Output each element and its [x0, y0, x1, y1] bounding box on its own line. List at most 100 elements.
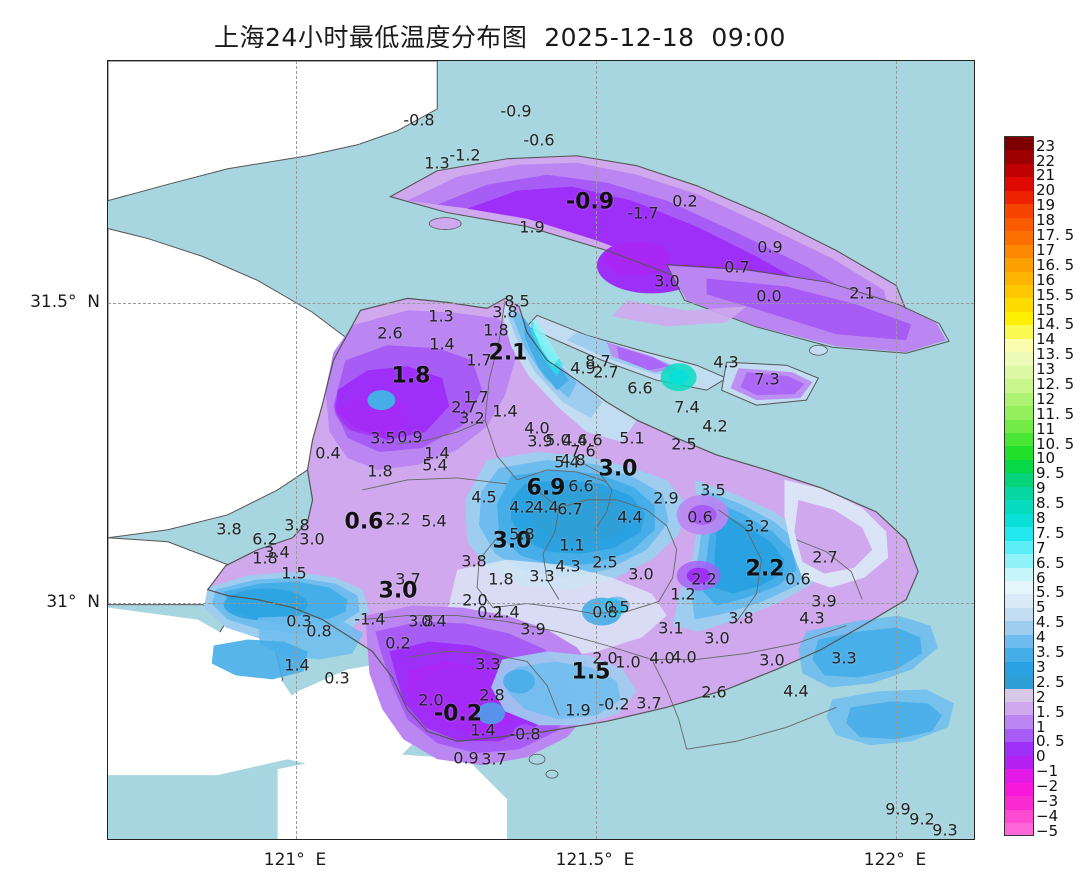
colorbar-tick: −1	[1036, 762, 1059, 781]
station-value: 0.2	[477, 602, 503, 622]
colorbar-swatch	[1005, 177, 1033, 191]
station-value: 1.8	[488, 569, 514, 589]
colorbar-swatch	[1005, 432, 1033, 447]
station-value: 2.0	[418, 690, 444, 710]
colorbar-swatch	[1005, 728, 1033, 743]
station-value: 2.7	[451, 397, 477, 417]
station-value: 1.1	[559, 535, 585, 555]
colorbar-tick: 4	[1036, 628, 1046, 647]
gridline-lon-121	[296, 61, 297, 839]
station-value: 8.5	[504, 291, 530, 311]
station-value: -0.2	[598, 694, 630, 714]
station-value: 0.7	[724, 257, 750, 277]
colorbar-swatch	[1005, 554, 1033, 568]
colorbar-tick: 16	[1036, 270, 1056, 289]
colorbar-swatch	[1005, 284, 1033, 299]
station-value: -0.6	[523, 130, 555, 150]
station-value: 3.8	[284, 515, 310, 535]
colorbar-tick: 0	[1036, 747, 1046, 766]
station-value: 3.3	[475, 654, 501, 674]
station-value: 3.9	[527, 431, 553, 451]
gridline-lat-31-5	[108, 303, 974, 304]
colorbar-tick: 11	[1036, 419, 1056, 438]
colorbar-tick: 6. 5	[1036, 553, 1065, 572]
station-value: 3.9	[811, 591, 837, 611]
colorbar-tick-labels: 23 22 21 20 19 18 17. 5 17 16. 5 16 15. 5 15 14. 5 14…	[1036, 136, 1080, 838]
station-value: 3.8	[408, 611, 434, 631]
colorbar-tick: 7. 5	[1036, 523, 1065, 542]
station-value: 3.0	[598, 456, 638, 482]
station-value: -0.9	[565, 189, 615, 215]
colorbar-tick: 7	[1036, 538, 1046, 557]
station-value: 2.6	[701, 682, 727, 702]
station-value: 4.3	[555, 556, 581, 576]
station-value: 4.4	[783, 681, 809, 701]
station-value: 2.9	[653, 488, 679, 508]
colorbar-swatch	[1005, 392, 1033, 407]
colorbar-tick: 12	[1036, 389, 1056, 408]
colorbar-tick: 0. 5	[1036, 732, 1065, 751]
station-value: 6.6	[627, 378, 653, 398]
colorbar-tick: 1	[1036, 717, 1046, 736]
colorbar-swatch	[1005, 607, 1033, 622]
station-value: -0.8	[403, 110, 435, 130]
colorbar-tick: 13	[1036, 360, 1056, 379]
x-axis-tick-label: 122° E	[863, 850, 927, 870]
colorbar-tick: 3. 5	[1036, 643, 1065, 662]
colorbar-tick: 4. 5	[1036, 613, 1065, 632]
colorbar-tick: 15	[1036, 300, 1056, 319]
station-value: 3.4	[264, 542, 290, 562]
colorbar-tick: 17	[1036, 240, 1056, 259]
colorbar-tick: 14	[1036, 330, 1056, 349]
colorbar-tick: 5	[1036, 598, 1046, 617]
station-value: 1.5	[281, 563, 307, 583]
colorbar-swatch	[1005, 594, 1033, 608]
station-value: 3.2	[459, 408, 485, 428]
colorbar-tick: 21	[1036, 166, 1056, 185]
colorbar-swatch	[1005, 446, 1033, 460]
colorbar-swatch	[1005, 715, 1033, 729]
colorbar-swatch	[1005, 137, 1033, 151]
colorbar-tick: 14. 5	[1036, 315, 1075, 334]
gridline-lat-31	[108, 603, 974, 604]
colorbar-swatch	[1005, 823, 1033, 835]
station-value: 3.5	[700, 480, 726, 500]
station-value: 4.6	[562, 430, 588, 450]
colorbar-tick: 6	[1036, 568, 1046, 587]
station-value: 1.7	[466, 350, 492, 370]
colorbar[interactable]: 23 22 21 20 19 18 17. 5 17 16. 5 16 15. 5 15 14. 5 14…	[1004, 136, 1080, 838]
colorbar-tick: 17. 5	[1036, 226, 1075, 245]
station-value: 5.4	[421, 511, 447, 531]
colorbar-tick: 13. 5	[1036, 345, 1075, 364]
station-value: 1.3	[428, 306, 454, 326]
station-value: -0.8	[509, 724, 541, 744]
station-value: 1.9	[565, 700, 591, 720]
colorbar-swatch	[1005, 500, 1033, 514]
station-value: 1.8	[391, 363, 431, 389]
colorbar-tick: 2	[1036, 687, 1046, 706]
station-value: 1.4	[424, 443, 450, 463]
station-value: 2.8	[479, 685, 505, 705]
colorbar-swatch	[1005, 338, 1033, 353]
colorbar-swatch	[1005, 298, 1033, 312]
station-value: 0.4	[421, 611, 447, 631]
station-value: 1.2	[670, 584, 696, 604]
station-value: 3.1	[658, 618, 684, 638]
station-value: 3.7	[395, 569, 421, 589]
station-value: 8.7	[585, 351, 611, 371]
colorbar-swatch	[1005, 621, 1033, 635]
station-value: 3.8	[216, 519, 242, 539]
station-value: 3.0	[299, 529, 325, 549]
colorbar-swatch	[1005, 527, 1033, 541]
colorbar-tick: 11. 5	[1036, 404, 1075, 423]
colorbar-swatch	[1005, 567, 1033, 581]
station-value: 1.9	[519, 217, 545, 237]
station-value: 4.0	[649, 648, 675, 668]
station-value: 0.9	[757, 237, 783, 257]
station-value: 2.0	[462, 590, 488, 610]
colorbar-gradient	[1004, 136, 1034, 836]
colorbar-swatch	[1005, 769, 1033, 783]
colorbar-tick: 5. 5	[1036, 583, 1065, 602]
map-plot-area[interactable]: -0.8 -0.9 -0.6 1.3 -1.2 -0.9 -1.7 0.2 1.9 0.9 0.7 3…	[107, 60, 975, 840]
station-value: 1.5	[571, 659, 611, 685]
